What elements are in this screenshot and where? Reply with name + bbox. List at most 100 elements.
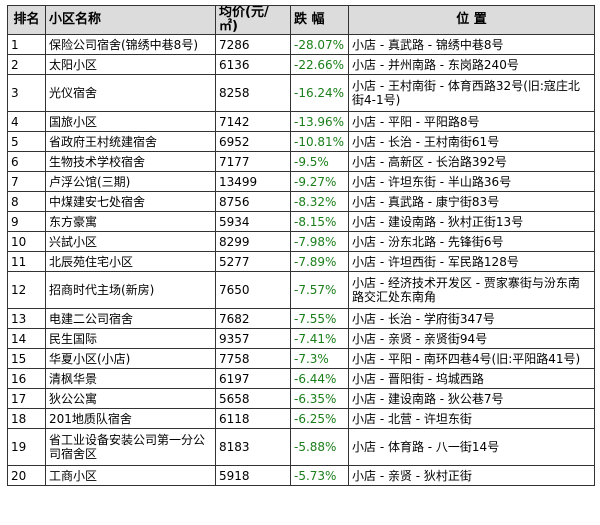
- cell-location: 小店 - 平阳 - 平阳路8号: [348, 111, 595, 132]
- cell-name: 光仪宿舍: [45, 74, 216, 112]
- cell-name: 太阳小区: [45, 54, 216, 75]
- cell-name: 民生国际: [45, 328, 216, 349]
- cell-price: 5918: [215, 465, 291, 486]
- cell-drop: -7.89%: [290, 251, 349, 272]
- cell-price: 7682: [215, 308, 291, 329]
- table-row: 1 保险公司宿舍(锦绣中巷8号) 7286 -28.07% 小店 - 真武路 - 锦绣中…: [7, 34, 595, 55]
- table-row: 19 省工业设备安装公司第一分公司宿舍区 8183 -5.88% 小店 - 体育路 - …: [7, 428, 595, 466]
- cell-location: 小店 - 晋阳街 - 坞城西路: [348, 368, 595, 389]
- ranking-table: 排名 小区名称 均价(元/㎡) 跌 幅 位 置 1 保险公司宿舍(锦绣中巷8号) 7…: [7, 5, 595, 486]
- cell-location: 小店 - 王村南街 - 体育西路32号(旧:寇庄北街4-1号): [348, 74, 595, 112]
- cell-location: 小店 - 许坦西街 - 军民路128号: [348, 251, 595, 272]
- cell-name: 国旅小区: [45, 111, 216, 132]
- cell-drop: -5.73%: [290, 465, 349, 486]
- cell-rank: 9: [7, 211, 46, 232]
- cell-name: 招商时代主场(新房): [45, 271, 216, 309]
- cell-rank: 10: [7, 231, 46, 252]
- cell-drop: -13.96%: [290, 111, 349, 132]
- cell-price: 8756: [215, 191, 291, 212]
- cell-rank: 13: [7, 308, 46, 329]
- cell-rank: 4: [7, 111, 46, 132]
- cell-name: 狄公公寓: [45, 388, 216, 409]
- cell-drop: -10.81%: [290, 131, 349, 152]
- cell-price: 5658: [215, 388, 291, 409]
- cell-price: 5277: [215, 251, 291, 272]
- cell-rank: 15: [7, 348, 46, 369]
- cell-rank: 12: [7, 271, 46, 309]
- cell-location: 小店 - 亲贤 - 亲贤街94号: [348, 328, 595, 349]
- cell-drop: -9.27%: [290, 171, 349, 192]
- cell-rank: 6: [7, 151, 46, 172]
- cell-drop: -7.57%: [290, 271, 349, 309]
- cell-drop: -16.24%: [290, 74, 349, 112]
- cell-price: 7177: [215, 151, 291, 172]
- cell-location: 小店 - 汾东北路 - 先锋街6号: [348, 231, 595, 252]
- table-row: 3 光仪宿舍 8258 -16.24% 小店 - 王村南街 - 体育西路32号(旧:寇庄…: [7, 74, 595, 112]
- cell-name: 兴試小区: [45, 231, 216, 252]
- cell-name: 东方豪寓: [45, 211, 216, 232]
- table-row: 13 电建二公司宿舍 7682 -7.55% 小店 - 长治 - 学府街347号: [7, 308, 595, 329]
- cell-name: 生物技术学校宿舍: [45, 151, 216, 172]
- cell-rank: 17: [7, 388, 46, 409]
- header-location: 位 置: [348, 5, 595, 35]
- cell-location: 小店 - 许坦东街 - 半山路36号: [348, 171, 595, 192]
- cell-location: 小店 - 高新区 - 长治路392号: [348, 151, 595, 172]
- cell-drop: -7.3%: [290, 348, 349, 369]
- header-row: 排名 小区名称 均价(元/㎡) 跌 幅 位 置: [7, 5, 595, 35]
- cell-rank: 5: [7, 131, 46, 152]
- cell-drop: -5.88%: [290, 428, 349, 466]
- table-row: 12 招商时代主场(新房) 7650 -7.57% 小店 - 经济技术开发区 - 贾家寨…: [7, 271, 595, 309]
- header-price: 均价(元/㎡): [215, 5, 291, 35]
- cell-location: 小店 - 体育路 - 八一街14号: [348, 428, 595, 466]
- table-row: 16 清枫华景 6197 -6.44% 小店 - 晋阳街 - 坞城西路: [7, 368, 595, 389]
- cell-name: 201地质队宿舍: [45, 408, 216, 429]
- cell-rank: 19: [7, 428, 46, 466]
- cell-price: 7142: [215, 111, 291, 132]
- cell-name: 省政府王村统建宿舍: [45, 131, 216, 152]
- header-drop: 跌 幅: [290, 5, 349, 35]
- cell-rank: 14: [7, 328, 46, 349]
- cell-drop: -8.32%: [290, 191, 349, 212]
- cell-drop: -9.5%: [290, 151, 349, 172]
- table-row: 15 华夏小区(小店) 7758 -7.3% 小店 - 平阳 - 南环四巷4号(旧:平阳…: [7, 348, 595, 369]
- cell-drop: -8.15%: [290, 211, 349, 232]
- cell-drop: -28.07%: [290, 34, 349, 55]
- table-row: 8 中煤建安七处宿舍 8756 -8.32% 小店 - 真武路 - 康宁街83号: [7, 191, 595, 212]
- cell-rank: 16: [7, 368, 46, 389]
- cell-name: 华夏小区(小店): [45, 348, 216, 369]
- cell-rank: 3: [7, 74, 46, 112]
- cell-location: 小店 - 真武路 - 康宁街83号: [348, 191, 595, 212]
- table-row: 9 东方豪寓 5934 -8.15% 小店 - 建设南路 - 狄村正街13号: [7, 211, 595, 232]
- cell-location: 小店 - 经济技术开发区 - 贾家寨街与汾东南路交汇处东南角: [348, 271, 595, 309]
- cell-name: 保险公司宿舍(锦绣中巷8号): [45, 34, 216, 55]
- table-row: 11 北辰苑住宅小区 5277 -7.89% 小店 - 许坦西街 - 军民路128号: [7, 251, 595, 272]
- cell-location: 小店 - 建设南路 - 狄村正街13号: [348, 211, 595, 232]
- cell-price: 8183: [215, 428, 291, 466]
- cell-drop: -7.41%: [290, 328, 349, 349]
- cell-name: 清枫华景: [45, 368, 216, 389]
- cell-rank: 8: [7, 191, 46, 212]
- cell-price: 7650: [215, 271, 291, 309]
- cell-price: 5934: [215, 211, 291, 232]
- cell-rank: 7: [7, 171, 46, 192]
- cell-name: 北辰苑住宅小区: [45, 251, 216, 272]
- table-row: 18 201地质队宿舍 6118 -6.25% 小店 - 北营 - 许坦东街: [7, 408, 595, 429]
- cell-name: 卢浮公馆(三期): [45, 171, 216, 192]
- header-name: 小区名称: [45, 5, 216, 35]
- cell-price: 8258: [215, 74, 291, 112]
- cell-rank: 18: [7, 408, 46, 429]
- cell-rank: 20: [7, 465, 46, 486]
- ranking-table-container: 排名 小区名称 均价(元/㎡) 跌 幅 位 置 1 保险公司宿舍(锦绣中巷8号) 7…: [7, 5, 595, 486]
- cell-location: 小店 - 长治 - 学府街347号: [348, 308, 595, 329]
- cell-price: 13499: [215, 171, 291, 192]
- table-row: 14 民生国际 9357 -7.41% 小店 - 亲贤 - 亲贤街94号: [7, 328, 595, 349]
- cell-rank: 1: [7, 34, 46, 55]
- cell-drop: -6.35%: [290, 388, 349, 409]
- cell-rank: 11: [7, 251, 46, 272]
- table-row: 20 工商小区 5918 -5.73% 小店 - 亲贤 - 狄村正街: [7, 465, 595, 486]
- cell-name: 电建二公司宿舍: [45, 308, 216, 329]
- cell-price: 8299: [215, 231, 291, 252]
- cell-name: 工商小区: [45, 465, 216, 486]
- cell-price: 7286: [215, 34, 291, 55]
- table-row: 6 生物技术学校宿舍 7177 -9.5% 小店 - 高新区 - 长治路392号: [7, 151, 595, 172]
